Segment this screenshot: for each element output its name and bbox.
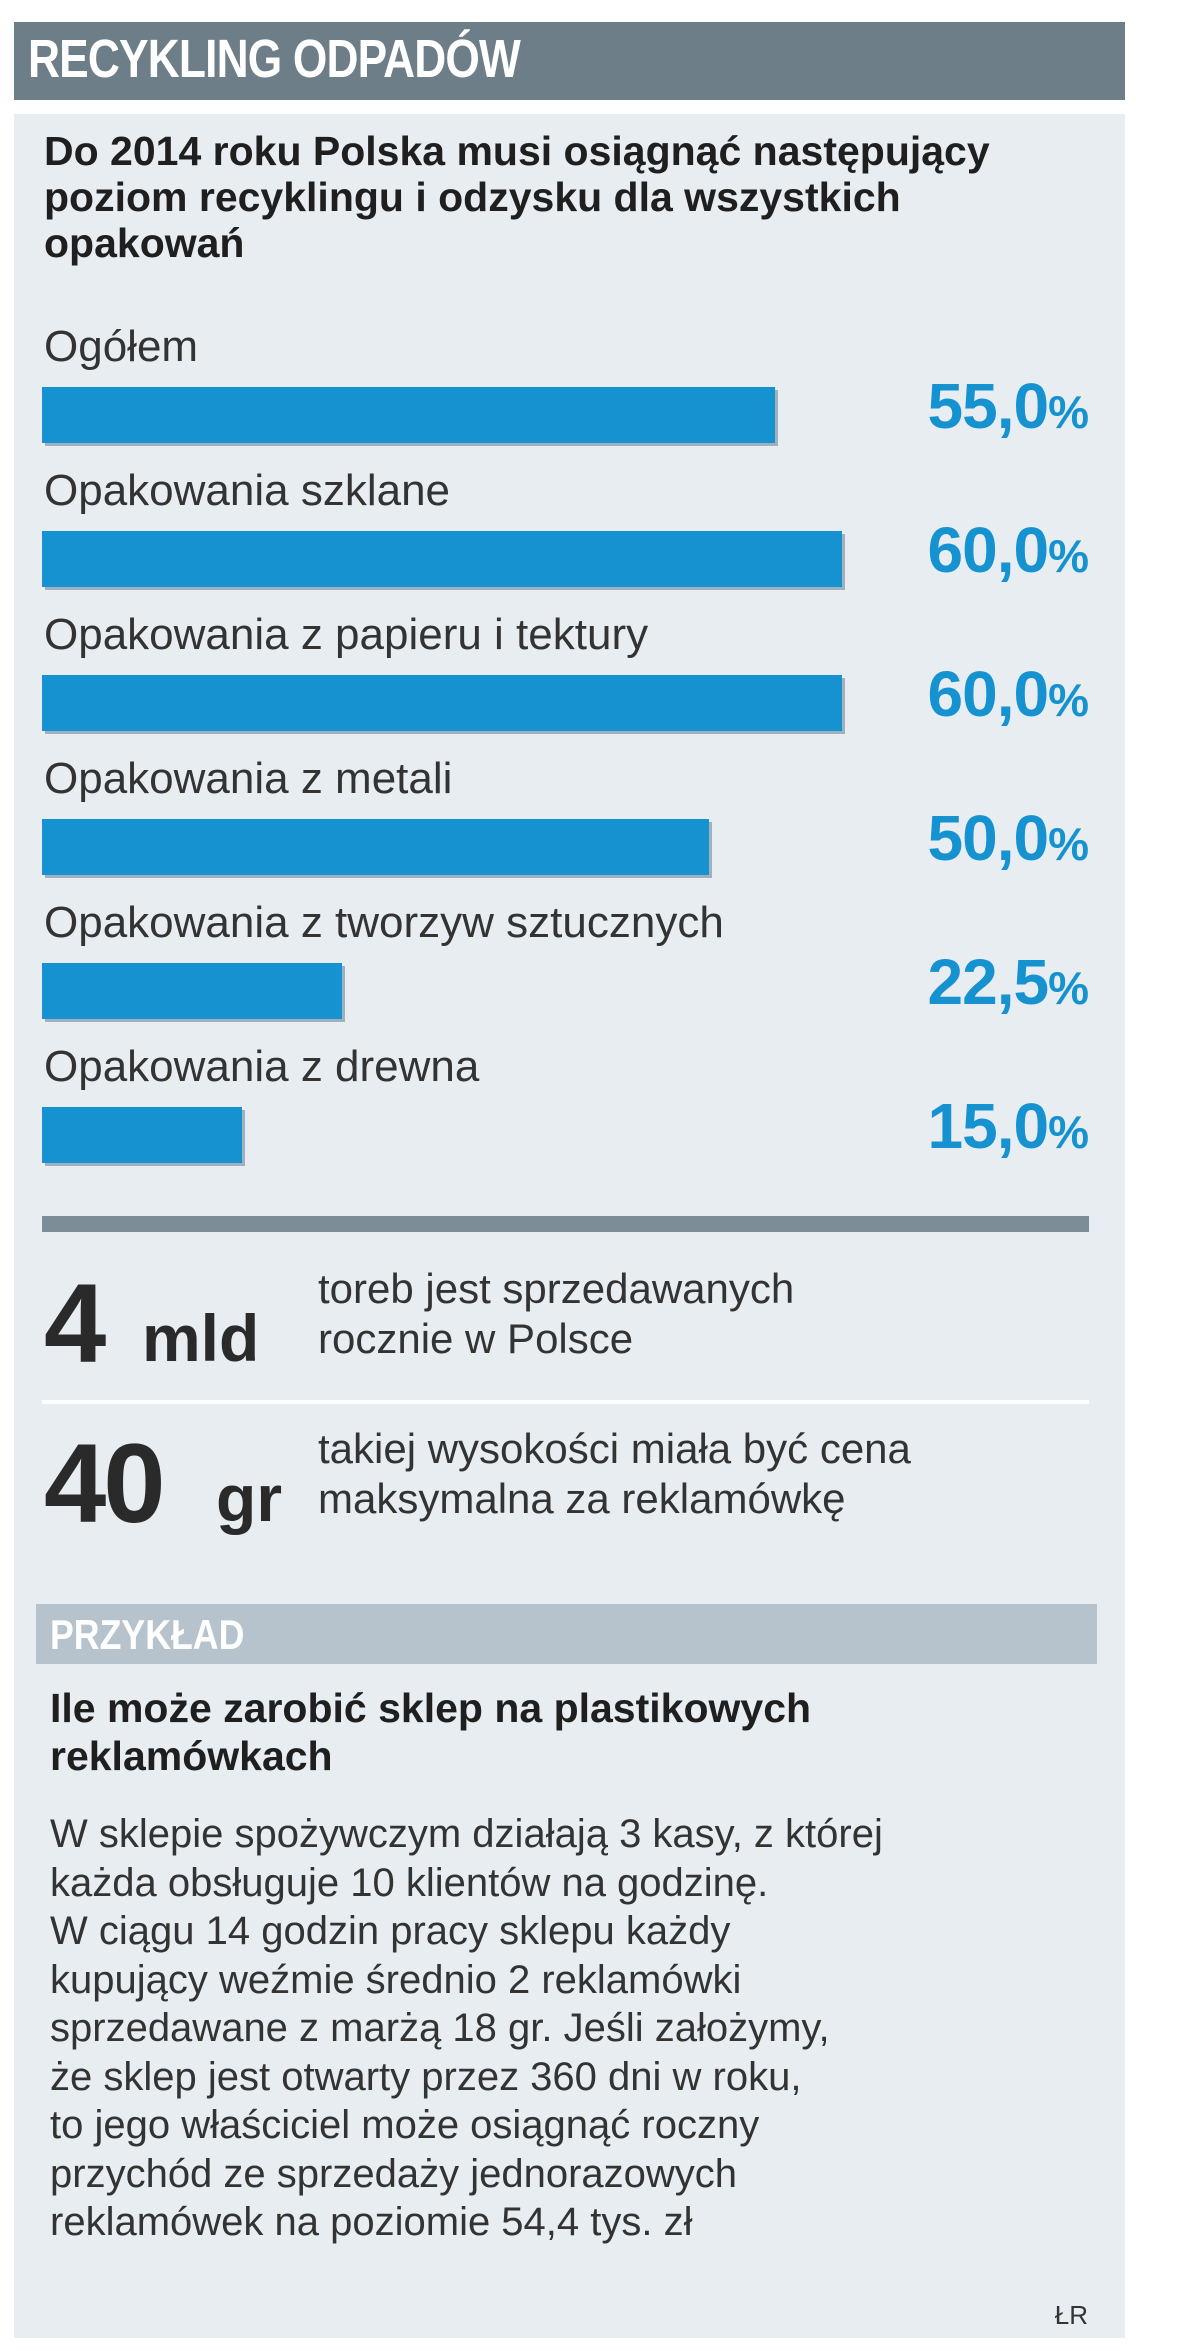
- bar: [42, 387, 775, 443]
- value-label: 55,0%: [927, 369, 1089, 443]
- author-credit: ŁR: [1054, 2300, 1088, 2330]
- stat-unit-price: gr: [216, 1461, 282, 1535]
- value-label: 60,0%: [927, 513, 1089, 587]
- value-number: 22,5: [927, 946, 1050, 1018]
- example-label: PRZYKŁAD: [50, 1611, 245, 1658]
- bar-chart: Ogółem 55,0% Opakowania szklane 60,0% Opakow…: [42, 322, 1089, 1163]
- stat-description-bags: toreb jest sprzedawanych rocznie w Polsc…: [318, 1264, 1078, 1364]
- category-label: Opakowania z tworzyw sztucznych: [44, 898, 724, 947]
- value-number: 50,0: [927, 802, 1050, 874]
- value-unit: %: [1048, 818, 1089, 870]
- value-number: 60,0: [927, 658, 1050, 730]
- bar: [42, 675, 842, 731]
- stat-description-line: maksymalna za reklamówkę: [318, 1475, 846, 1522]
- page-title: RECYKLING ODPADÓW: [28, 29, 521, 89]
- value-unit: %: [1048, 1106, 1089, 1158]
- stat-description-line: toreb jest sprzedawanych: [318, 1265, 795, 1312]
- section-divider: [42, 1216, 1089, 1232]
- value-unit: %: [1048, 674, 1089, 726]
- category-label: Opakowania szklane: [44, 466, 451, 515]
- value-label: 22,5%: [927, 945, 1089, 1019]
- category-label: Opakowania z drewna: [44, 1042, 480, 1091]
- stat-number-bags: 4: [44, 1261, 106, 1386]
- category-label: Opakowania z papieru i tektury: [44, 610, 649, 659]
- example-body: W sklepie spożywczym działają 3 kasy, z …: [50, 1812, 883, 2244]
- value-label: 50,0%: [927, 801, 1089, 875]
- stat-description-price: takiej wysokości miała być cena maksymal…: [318, 1424, 1078, 1524]
- example-title: Ile może zarobić sklep na plastikowych r…: [50, 1685, 812, 1779]
- bar: [42, 819, 709, 875]
- stat-unit-bags: mld: [142, 1301, 260, 1375]
- value-unit: %: [1048, 386, 1089, 438]
- stat-divider: [42, 1400, 1089, 1404]
- stat-description-line: takiej wysokości miała być cena: [318, 1425, 911, 1472]
- bar: [42, 531, 842, 587]
- value-number: 15,0: [927, 1090, 1050, 1162]
- stat-number-price: 40: [44, 1421, 166, 1546]
- bar: [42, 1107, 242, 1163]
- category-label: Ogółem: [44, 322, 199, 371]
- value-number: 55,0: [927, 370, 1050, 442]
- chart-intro: Do 2014 roku Polska musi osiągnąć następ…: [44, 128, 990, 266]
- value-number: 60,0: [927, 514, 1050, 586]
- value-label: 60,0%: [927, 657, 1089, 731]
- example-header-bar: PRZYKŁAD: [36, 1604, 1097, 1664]
- value-unit: %: [1048, 530, 1089, 582]
- value-label: 15,0%: [927, 1089, 1089, 1163]
- value-unit: %: [1048, 962, 1089, 1014]
- stat-description-line: rocznie w Polsce: [318, 1315, 634, 1362]
- bar: [42, 963, 342, 1019]
- header-bar: RECYKLING ODPADÓW: [14, 22, 1125, 100]
- category-label: Opakowania z metali: [44, 754, 453, 803]
